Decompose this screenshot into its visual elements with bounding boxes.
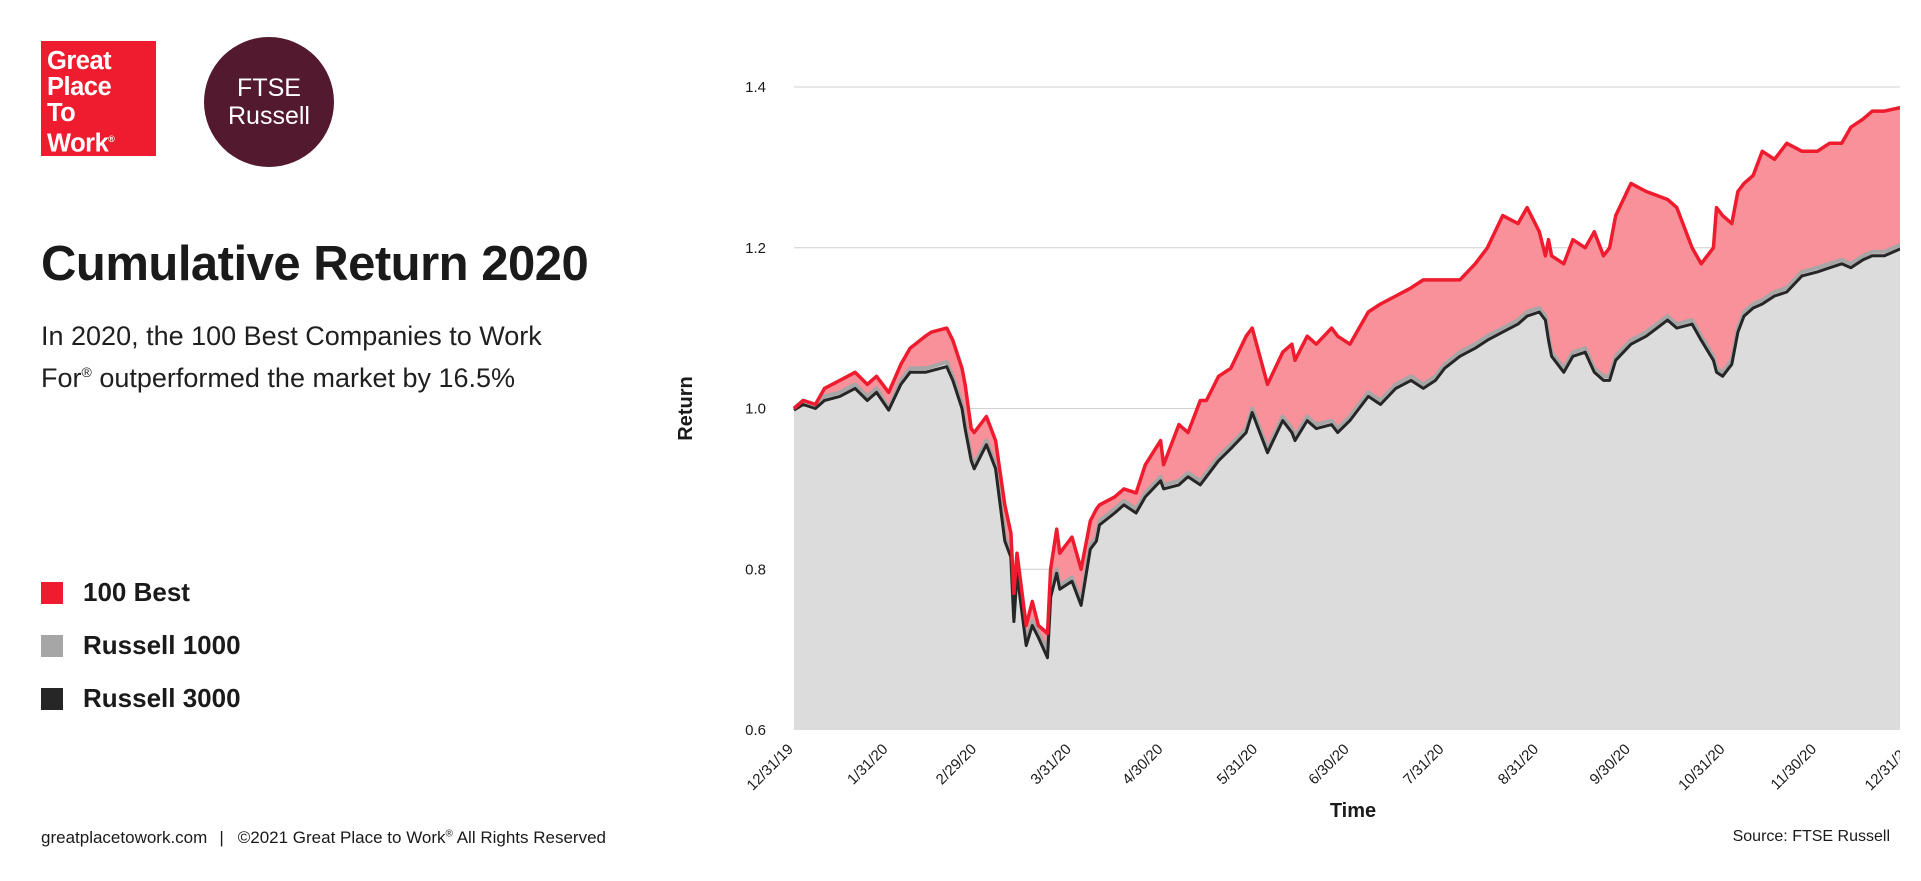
x-tick-label: 3/31/20 — [1027, 741, 1074, 788]
x-axis-label: Time — [1330, 800, 1376, 822]
y-tick-label: 1.0 — [745, 401, 766, 418]
y-axis-label: Return — [675, 376, 697, 440]
logo-word: FTSE — [237, 74, 301, 102]
logo-word: Russell — [228, 102, 310, 130]
logo-word: Work® — [47, 129, 115, 158]
ftse-russell-logo: FTSE Russell — [204, 37, 334, 167]
x-tick-label: 7/31/20 — [1400, 741, 1447, 788]
logo-word: Great — [47, 47, 112, 75]
x-tick-label: 12/31/20 — [1862, 741, 1900, 794]
x-tick-label: 9/30/20 — [1586, 741, 1633, 788]
legend-swatch — [41, 687, 63, 710]
legend-swatch — [41, 581, 63, 604]
legend-item-russell-1000: Russell 1000 — [41, 619, 241, 672]
great-place-to-work-logo: Great Place To Work® — [41, 41, 156, 158]
legend-swatch — [41, 634, 63, 657]
copyright-text: ©2021 Great Place to Work® All Rights Re… — [237, 828, 606, 847]
x-tick-label: 11/30/20 — [1768, 741, 1821, 794]
page-subtitle: In 2020, the 100 Best Companies to Work … — [41, 321, 542, 393]
y-tick-label: 0.8 — [745, 561, 766, 578]
chart-legend: 100 Best Russell 1000 Russell 3000 — [41, 566, 241, 725]
legend-item-100-best: 100 Best — [41, 566, 241, 619]
website-text: greatplacetowork.com — [41, 828, 208, 847]
logo-word: To — [47, 99, 76, 127]
y-tick-label: 1.4 — [745, 79, 766, 96]
y-tick-label: 0.6 — [745, 722, 766, 739]
logo-word: Place — [47, 73, 112, 101]
x-tick-label: 5/31/20 — [1214, 741, 1261, 788]
source-text: Source: FTSE Russell — [1732, 828, 1890, 845]
y-tick-label: 1.2 — [745, 240, 766, 257]
cumulative-return-chart: 0.6 0.8 1.0 1.2 1.4 12/31/19 1/31/20 2/29/20 3/3… — [675, 79, 1900, 822]
line-russell-3000 — [793, 247, 1900, 660]
x-tick-label: 4/30/20 — [1119, 741, 1166, 788]
x-tick-label: 8/31/20 — [1495, 741, 1542, 788]
page-title: Cumulative Return 2020 — [41, 237, 589, 291]
x-tick-label: 6/30/20 — [1305, 741, 1352, 788]
footer-credits: greatplacetowork.com | ©2021 Great Place t… — [41, 828, 606, 847]
area-market — [794, 244, 1900, 730]
line-100-best — [792, 105, 1900, 636]
x-tick-label: 12/31/19 — [744, 741, 797, 794]
x-tick-label: 1/31/20 — [844, 741, 891, 788]
x-tick-label: 2/29/20 — [933, 741, 980, 788]
legend-item-russell-3000: Russell 3000 — [41, 672, 241, 725]
x-tick-label: 10/31/20 — [1675, 741, 1728, 794]
